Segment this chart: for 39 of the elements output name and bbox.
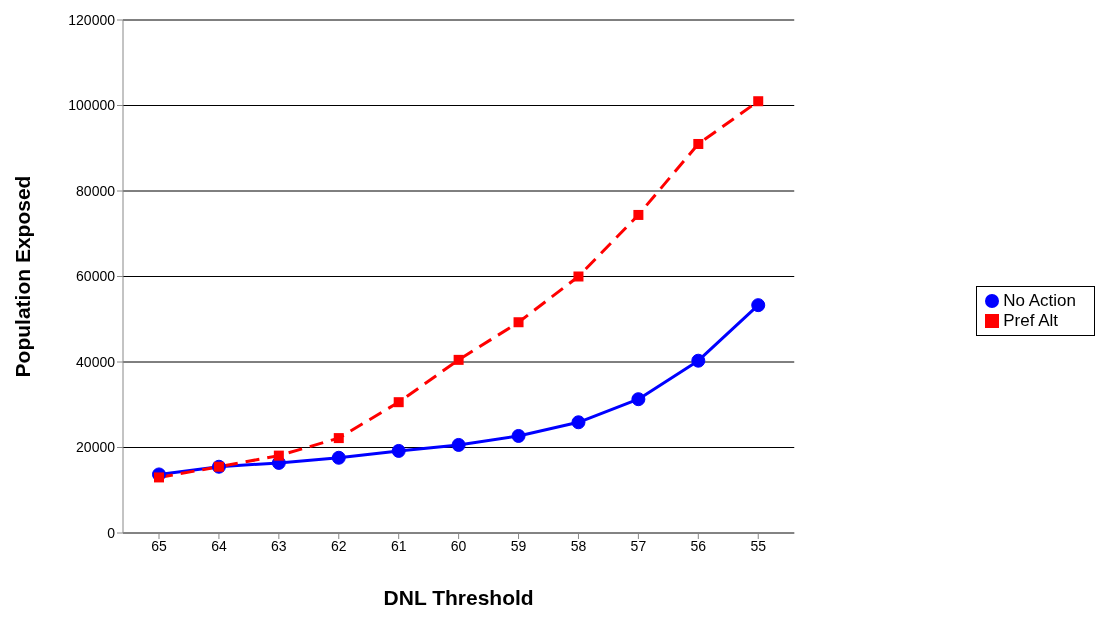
x-tick-label: 55 <box>750 537 767 554</box>
y-tick-label: 80000 <box>76 182 116 199</box>
x-tick-label: 58 <box>570 537 587 554</box>
x-tick-label: 64 <box>211 537 227 554</box>
y-tick-label: 120000 <box>68 11 116 28</box>
y-tick-label: 0 <box>107 524 116 541</box>
x-tick-label: 63 <box>271 537 287 554</box>
point <box>393 397 404 408</box>
point <box>751 298 766 313</box>
x-tick-label: 57 <box>630 537 647 554</box>
y-tick-label: 60000 <box>76 268 116 285</box>
point <box>511 428 526 443</box>
y-tick-label: 20000 <box>76 439 116 456</box>
point <box>633 209 644 220</box>
point <box>513 317 524 328</box>
point <box>453 354 464 365</box>
x-tick-label: 62 <box>330 537 347 554</box>
x-tick-label: 59 <box>510 537 527 554</box>
x-tick-label: 65 <box>151 537 167 554</box>
legend-label: Pref Alt <box>1003 310 1059 330</box>
point <box>333 433 344 444</box>
y-tick-label: 40000 <box>76 353 116 370</box>
point <box>331 450 346 465</box>
point <box>571 415 586 430</box>
point <box>573 271 584 282</box>
legend-label: No Action <box>1003 290 1076 310</box>
y-tick-label: 100000 <box>68 97 116 114</box>
y-axis-title: Population Exposed <box>11 175 35 378</box>
point <box>451 437 466 452</box>
x-axis-title: DNL Threshold <box>383 586 534 609</box>
point <box>691 353 706 368</box>
point <box>631 392 646 407</box>
point <box>753 96 764 107</box>
point <box>273 450 284 461</box>
x-tick-label: 61 <box>390 537 407 554</box>
x-tick-label: 56 <box>690 537 707 554</box>
point <box>391 443 406 458</box>
x-tick-label: 60 <box>450 537 467 554</box>
point <box>154 472 164 483</box>
